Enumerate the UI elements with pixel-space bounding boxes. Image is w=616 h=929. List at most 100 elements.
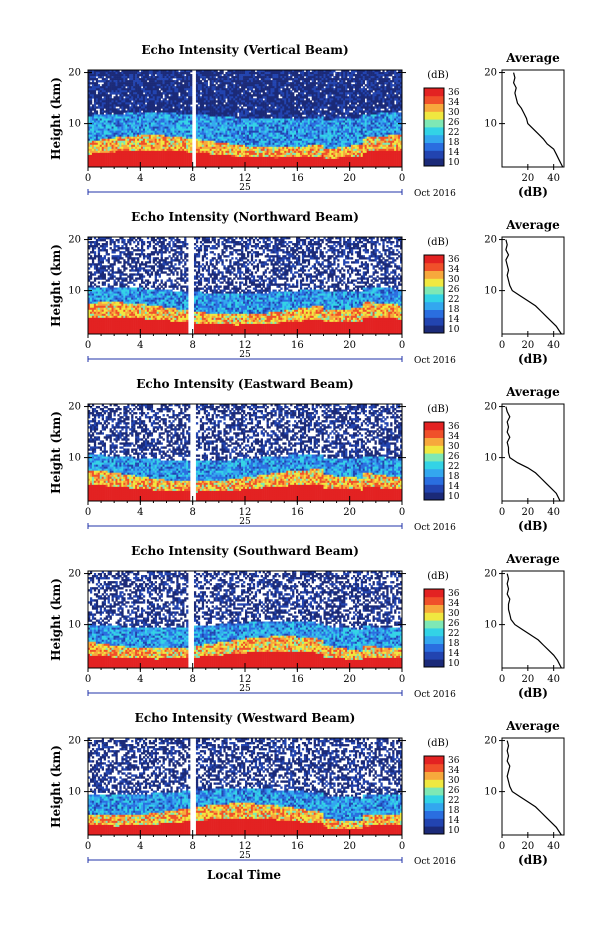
panel-title: Echo Intensity (Vertical Beam) (141, 43, 348, 57)
colorbar-tick-label: 18 (448, 639, 460, 649)
heatmap-area (88, 404, 402, 501)
x-tick-label: 0 (85, 674, 91, 685)
average-title: Average (505, 51, 560, 65)
x-tick-label: 20 (343, 340, 356, 351)
colorbar-swatch (424, 453, 444, 462)
avg-x-label: (dB) (518, 352, 548, 366)
colorbar-tick-label: 34 (448, 265, 460, 275)
colorbar-frame (423, 588, 445, 668)
x-tick-label: 12 (239, 674, 252, 685)
colorbar-swatch (424, 651, 444, 660)
average-title: Average (505, 552, 560, 566)
avg-y-tick-label: 20 (484, 402, 497, 413)
avg-y-tick-label: 10 (484, 286, 497, 297)
colorbar-swatch (424, 492, 444, 501)
colorbar-swatch (424, 468, 444, 477)
avg-x-tick-label: 20 (521, 173, 534, 184)
average-profile-line (506, 573, 562, 669)
colorbar-swatch (424, 484, 444, 493)
y-axis-label: Height (km) (49, 411, 63, 494)
x-tick-label: 0 (85, 173, 91, 184)
colorbar-unit: (dB) (427, 70, 449, 81)
colorbar-swatch (424, 134, 444, 143)
colorbar-unit: (dB) (427, 738, 449, 749)
colorbar-swatch (424, 88, 444, 97)
colorbar-swatch (424, 810, 444, 819)
colorbar-swatch (424, 756, 444, 765)
colorbar-swatch (424, 262, 444, 271)
colorbar-swatch (424, 802, 444, 811)
colorbar-unit: (dB) (427, 404, 449, 415)
colorbar-frame (423, 87, 445, 167)
x-tick-label: 8 (189, 340, 195, 351)
average-title: Average (505, 719, 560, 733)
avg-x-tick-label: 20 (521, 340, 534, 351)
y-tick-label: 20 (68, 736, 81, 747)
avg-x-tick-label: 40 (547, 674, 560, 685)
x-tick-label: 16 (291, 674, 304, 685)
y-axis-label: Height (km) (49, 745, 63, 828)
colorbar-tick-label: 18 (448, 806, 460, 816)
colorbar-tick-label: 34 (448, 599, 460, 609)
x-tick-label: 16 (291, 841, 304, 852)
beam-panel: Echo Intensity (Northward Beam) 20 10 Heigh… (49, 210, 565, 366)
colorbar-swatch (424, 771, 444, 780)
y-tick-label: 10 (68, 119, 81, 130)
x-tick-label: 8 (189, 507, 195, 518)
colorbar-swatch (424, 445, 444, 454)
x-tick-label: 4 (137, 674, 143, 685)
average-profile-line (505, 239, 562, 335)
colorbar-tick-label: 26 (448, 118, 460, 128)
colorbar-frame (423, 254, 445, 334)
colorbar-tick-label: 30 (448, 108, 460, 118)
avg-x-label: (dB) (518, 519, 548, 533)
day-label: 25 (239, 684, 251, 694)
average-profile-line (505, 406, 561, 502)
colorbar-tick-label: 10 (448, 325, 460, 335)
x-tick-label: 16 (291, 173, 304, 184)
average-frame (501, 69, 565, 168)
colorbar-tick-label: 14 (448, 649, 460, 659)
colorbar-tick-label: 18 (448, 305, 460, 315)
y-tick-label: 20 (68, 68, 81, 79)
y-tick-label: 10 (68, 286, 81, 297)
colorbar-tick-label: 10 (448, 659, 460, 669)
average-frame (501, 236, 565, 335)
x-tick-label: 16 (291, 507, 304, 518)
colorbar-tick-label: 10 (448, 158, 460, 168)
y-tick-label: 10 (68, 787, 81, 798)
avg-y-tick-label: 20 (484, 736, 497, 747)
colorbar-swatch (424, 111, 444, 120)
colorbar-tick-label: 26 (448, 786, 460, 796)
colorbar-tick-label: 22 (448, 629, 459, 639)
colorbar-tick-label: 36 (448, 756, 460, 766)
colorbar-swatch (424, 309, 444, 318)
average-profile-line (506, 740, 562, 836)
day-label: 25 (239, 517, 251, 527)
avg-x-tick-label: 20 (521, 841, 534, 852)
date-label: Oct 2016 (414, 523, 456, 533)
colorbar-tick-label: 14 (448, 482, 460, 492)
avg-y-tick-label: 10 (484, 453, 497, 464)
x-tick-label: 8 (189, 674, 195, 685)
colorbar-swatch (424, 150, 444, 159)
colorbar-tick-label: 30 (448, 776, 460, 786)
colorbar-tick-label: 26 (448, 452, 460, 462)
beam-panel: Echo Intensity (Westward Beam) 20 10 Height… (49, 711, 565, 867)
date-label: Oct 2016 (414, 857, 456, 867)
panel-title: Echo Intensity (Westward Beam) (135, 711, 356, 725)
colorbar-tick-label: 26 (448, 619, 460, 629)
colorbar-swatch (424, 158, 444, 167)
colorbar-tick-label: 36 (448, 255, 460, 265)
x-tick-label: 12 (239, 173, 252, 184)
colorbar-unit: (dB) (427, 237, 449, 248)
avg-y-tick-label: 10 (484, 787, 497, 798)
x-tick-label: 4 (137, 340, 143, 351)
avg-y-tick-label: 10 (484, 119, 497, 130)
avg-x-tick-label: 0 (499, 507, 505, 518)
average-title: Average (505, 218, 560, 232)
x-tick-label: 0 (399, 674, 405, 685)
avg-x-label: (dB) (518, 686, 548, 700)
avg-x-tick-label: 40 (547, 507, 560, 518)
colorbar-tick-label: 18 (448, 138, 460, 148)
